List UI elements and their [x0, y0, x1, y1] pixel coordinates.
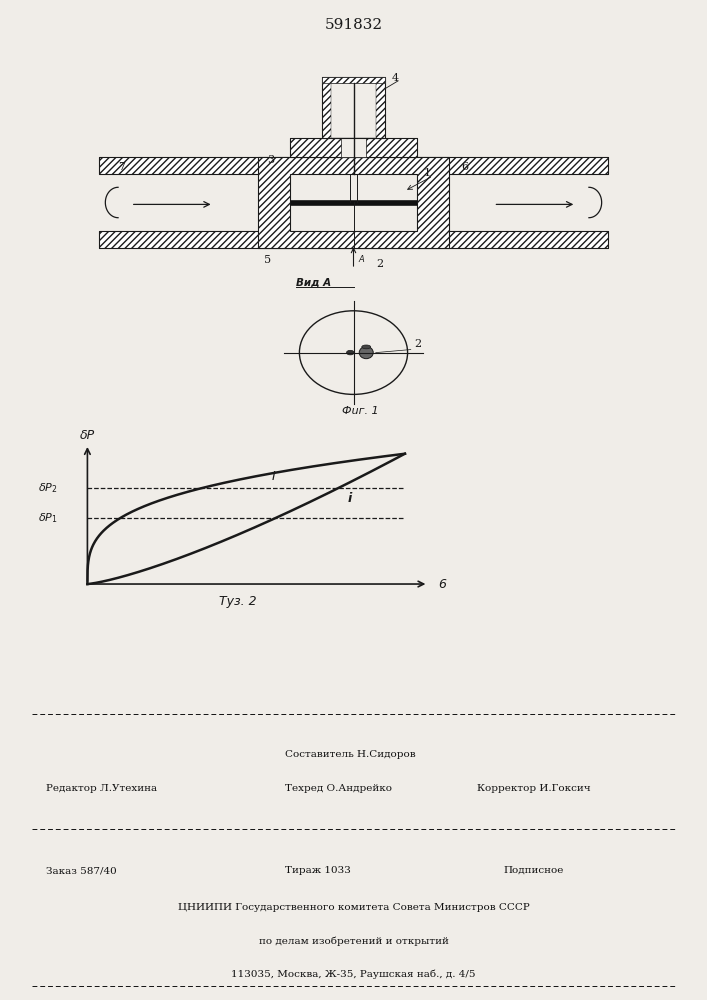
- Text: $\delta P_1$: $\delta P_1$: [37, 511, 57, 525]
- Text: 5: 5: [264, 255, 271, 265]
- Circle shape: [346, 350, 354, 355]
- Text: Техред О.Андрейко: Техред О.Андрейко: [285, 784, 392, 793]
- FancyBboxPatch shape: [322, 77, 385, 138]
- Text: Редактор Л.Утехина: Редактор Л.Утехина: [46, 784, 157, 793]
- Ellipse shape: [362, 345, 370, 349]
- FancyBboxPatch shape: [290, 138, 417, 157]
- Text: Фuг. 1: Фuг. 1: [342, 406, 379, 416]
- Text: Вид A: Вид A: [296, 277, 332, 287]
- Text: 6: 6: [462, 162, 469, 172]
- Text: δP: δP: [80, 429, 95, 442]
- Text: 591832: 591832: [325, 18, 382, 32]
- FancyBboxPatch shape: [290, 174, 417, 231]
- Ellipse shape: [359, 347, 373, 359]
- Text: Составитель Н.Сидоров: Составитель Н.Сидоров: [285, 750, 416, 759]
- Text: Заказ 587/40: Заказ 587/40: [46, 866, 117, 875]
- Text: 4: 4: [392, 73, 399, 83]
- FancyBboxPatch shape: [99, 231, 608, 248]
- Text: i: i: [348, 492, 352, 505]
- Text: 2: 2: [376, 259, 383, 269]
- Text: 113035, Москва, Ж-35, Раушская наб., д. 4/5: 113035, Москва, Ж-35, Раушская наб., д. …: [231, 969, 476, 979]
- FancyBboxPatch shape: [99, 157, 608, 174]
- Text: ЦНИИПИ Государственного комитета Совета Министров СССР: ЦНИИПИ Государственного комитета Совета …: [177, 903, 530, 912]
- Text: A: A: [358, 255, 364, 264]
- Text: Тираж 1033: Тираж 1033: [285, 866, 351, 875]
- Ellipse shape: [300, 311, 408, 394]
- Text: $\delta P_2$: $\delta P_2$: [37, 481, 57, 495]
- Text: Корректор И.Гоксич: Корректор И.Гоксич: [477, 784, 590, 793]
- FancyBboxPatch shape: [258, 157, 449, 248]
- Text: 3: 3: [268, 155, 275, 165]
- FancyBboxPatch shape: [332, 83, 376, 138]
- Text: I: I: [271, 470, 275, 483]
- Text: Τуз. 2: Τуз. 2: [219, 595, 257, 608]
- FancyBboxPatch shape: [322, 77, 385, 83]
- Text: Подписное: Подписное: [504, 866, 564, 875]
- Text: 7: 7: [118, 162, 125, 172]
- Text: по делам изобретений и открытий: по делам изобретений и открытий: [259, 936, 448, 946]
- Text: 6: 6: [438, 578, 446, 591]
- Text: 2: 2: [414, 339, 421, 349]
- FancyBboxPatch shape: [341, 138, 366, 157]
- Text: 1: 1: [423, 168, 431, 178]
- FancyBboxPatch shape: [290, 200, 417, 205]
